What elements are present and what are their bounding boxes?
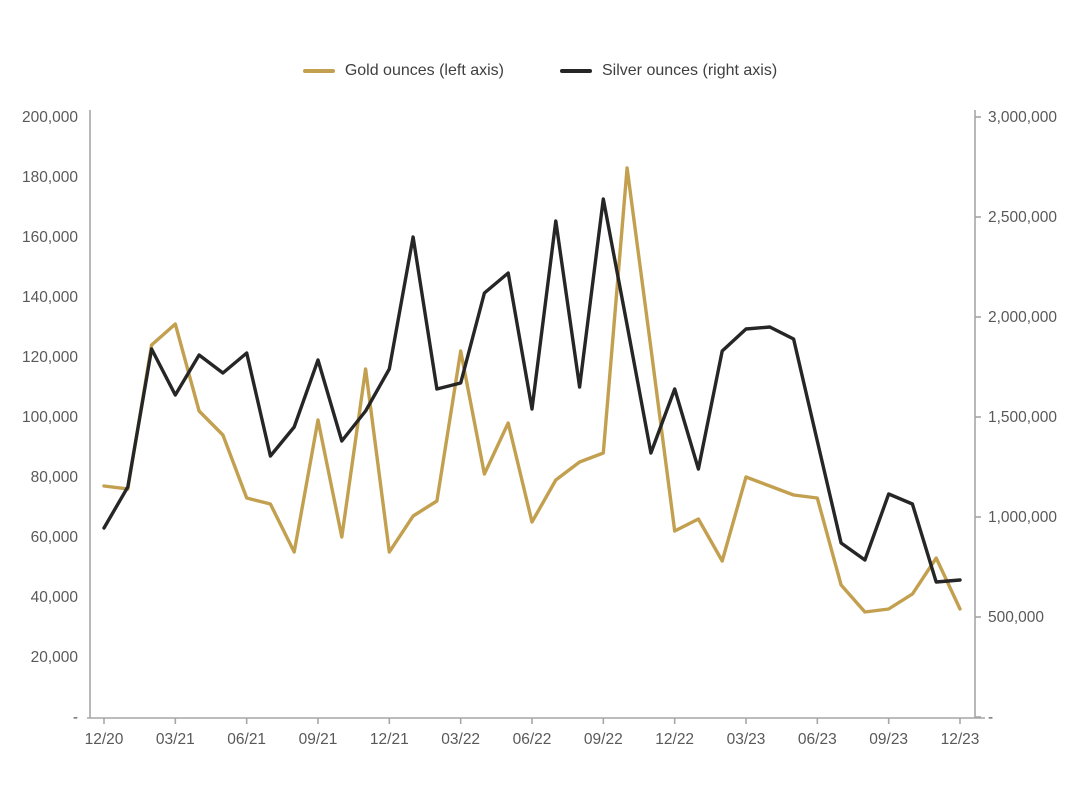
left-axis-tick-label: 160,000: [22, 229, 78, 246]
x-axis-tick-label: 09/22: [584, 731, 623, 748]
x-axis-tick-label: 06/21: [227, 731, 266, 748]
right-axis-tick-label: -: [988, 709, 993, 726]
right-axis-tick-label: 2,000,000: [988, 309, 1057, 326]
silver-series-line: [102, 197, 962, 584]
left-axis-tick-label: 180,000: [22, 169, 78, 186]
x-axis-tick-label: 03/22: [441, 731, 480, 748]
left-axis-tick-label: 200,000: [22, 109, 78, 126]
right-axis-tick-label: 1,500,000: [988, 409, 1057, 426]
x-axis-tick-label: 12/23: [941, 731, 980, 748]
x-axis-tick-label: 12/20: [85, 731, 124, 748]
left-axis-tick-label: 120,000: [22, 349, 78, 366]
x-axis-tick-label: 06/23: [798, 731, 837, 748]
x-axis-tick-label: 06/22: [513, 731, 552, 748]
x-axis-tick-label: 12/21: [370, 731, 409, 748]
legend-label-gold: Gold ounces (left axis): [344, 62, 504, 79]
right-axis-tick-label: 500,000: [988, 609, 1044, 626]
left-axis-tick-label: -: [73, 709, 78, 726]
right-axis-tick-label: 3,000,000: [988, 109, 1057, 126]
chart-legend: Gold ounces (left axis) Silver ounces (r…: [0, 62, 1080, 80]
silver-line-swatch-icon: [560, 69, 592, 73]
legend-item-silver: Silver ounces (right axis): [560, 62, 777, 80]
gold-series-line: [102, 166, 962, 614]
legend-label-silver: Silver ounces (right axis): [602, 62, 778, 79]
x-axis-tick-label: 09/23: [869, 731, 908, 748]
right-axis-tick-label: 1,000,000: [988, 509, 1057, 526]
x-axis-tick-label: 03/21: [156, 731, 195, 748]
right-axis-tick-label: 2,500,000: [988, 209, 1057, 226]
x-axis-tick-label: 09/21: [299, 731, 338, 748]
left-axis-tick-label: 100,000: [22, 409, 78, 426]
left-axis-tick-label: 140,000: [22, 289, 78, 306]
x-axis-tick-label: 03/23: [727, 731, 766, 748]
x-axis-tick-label: 12/22: [655, 731, 694, 748]
left-axis-tick-label: 20,000: [31, 649, 79, 666]
left-axis-tick-label: 60,000: [31, 529, 79, 546]
gold-line-swatch-icon: [302, 69, 335, 73]
legend-item-gold: Gold ounces (left axis): [302, 62, 504, 80]
left-axis-tick-label: 40,000: [31, 589, 79, 606]
left-axis-tick-label: 80,000: [31, 469, 79, 486]
